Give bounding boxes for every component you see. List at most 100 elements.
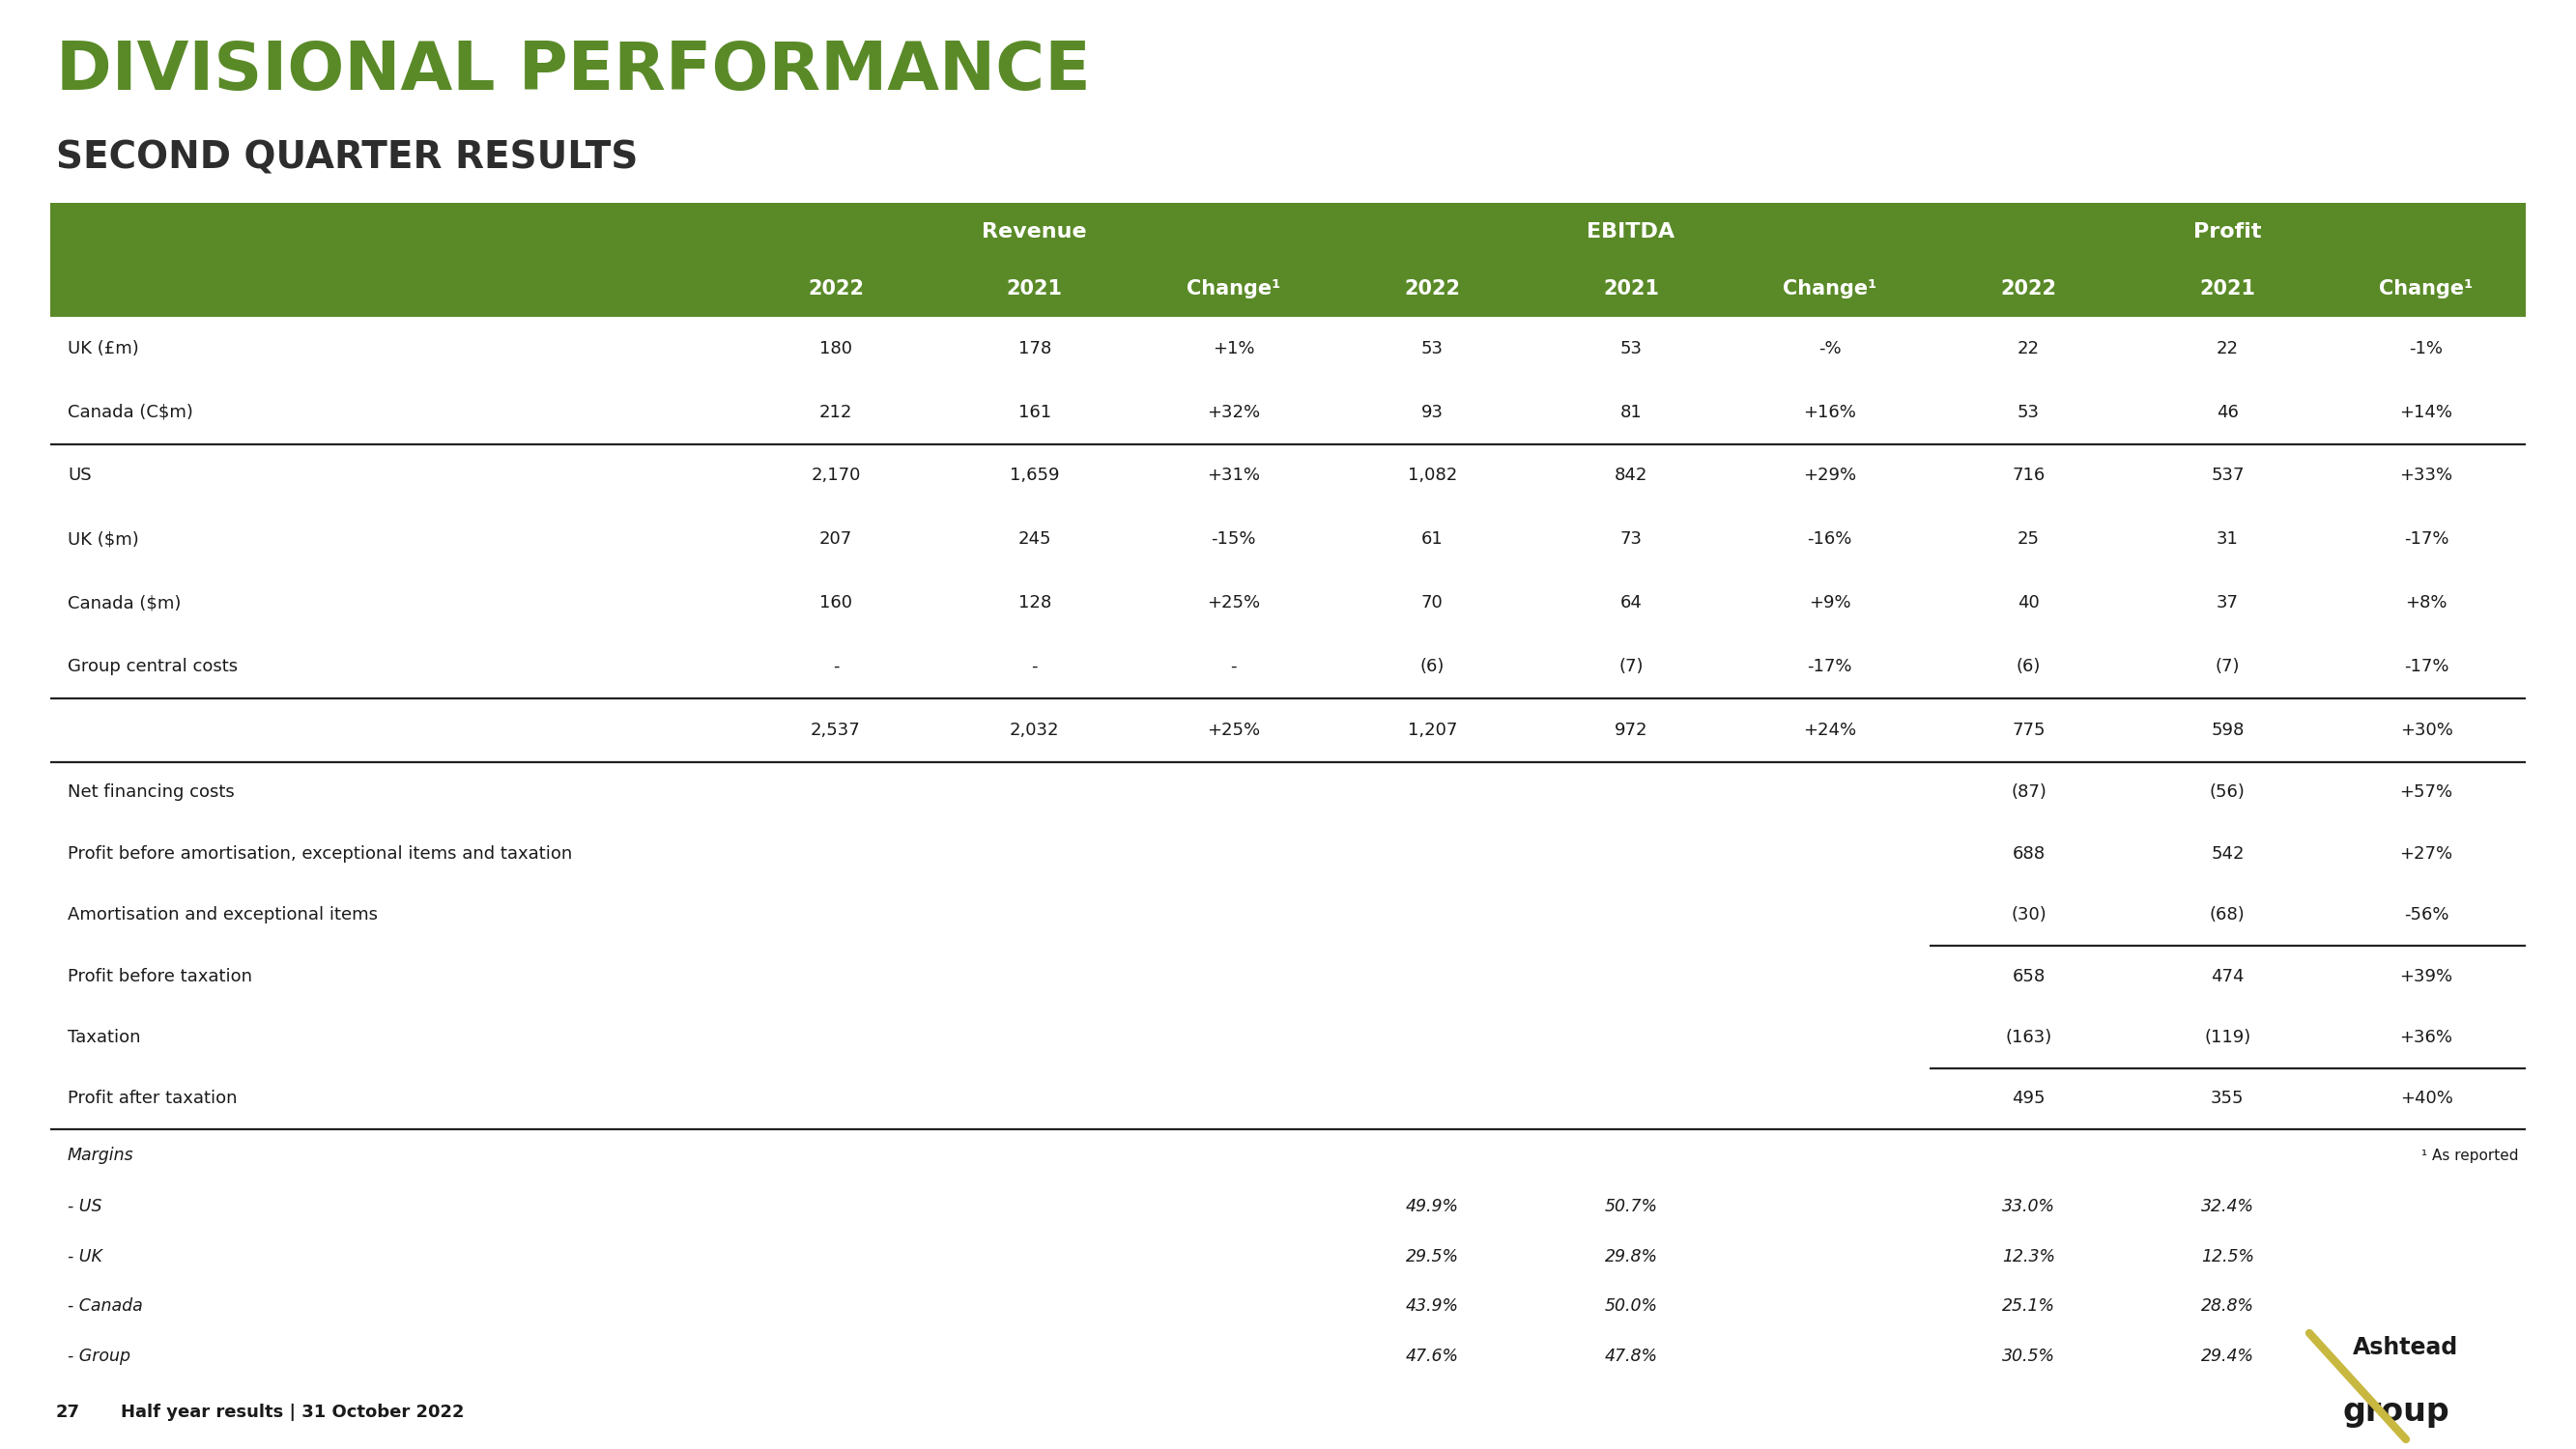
Text: 2022: 2022 [1404,280,1461,298]
Text: +39%: +39% [2401,968,2452,985]
Text: 542: 542 [2210,845,2244,862]
Text: +31%: +31% [1206,467,1260,484]
Text: -1%: -1% [2409,341,2442,358]
Text: 25.1%: 25.1% [2002,1298,2056,1316]
Text: 972: 972 [1615,722,1649,739]
Text: Half year results | 31 October 2022: Half year results | 31 October 2022 [121,1404,464,1421]
Text: 37: 37 [2215,594,2239,611]
Text: 495: 495 [2012,1090,2045,1107]
Text: 29.4%: 29.4% [2200,1348,2254,1365]
Text: 64: 64 [1620,594,1641,611]
Bar [52,203,2524,317]
Text: -15%: -15% [1211,530,1257,548]
Text: +29%: +29% [1803,467,1857,484]
Text: 28.8%: 28.8% [2200,1298,2254,1316]
Text: 716: 716 [2012,467,2045,484]
Text: 81: 81 [1620,403,1641,420]
Text: (56): (56) [2210,784,2246,801]
Text: 50.7%: 50.7% [1605,1198,1656,1216]
Text: (163): (163) [2004,1029,2053,1046]
Text: 33.0%: 33.0% [2002,1198,2056,1216]
Text: -16%: -16% [1808,530,1852,548]
Text: (68): (68) [2210,906,2246,923]
Text: +14%: +14% [2401,403,2452,420]
Text: +40%: +40% [2401,1090,2452,1107]
Text: - Group: - Group [67,1348,131,1365]
Text: (6): (6) [2017,658,2040,675]
Text: -17%: -17% [1808,658,1852,675]
Text: 245: 245 [1018,530,1051,548]
Text: 27: 27 [57,1404,80,1421]
Text: 2,170: 2,170 [811,467,860,484]
Text: 128: 128 [1018,594,1051,611]
Text: 2021: 2021 [1007,280,1061,298]
Text: 31: 31 [2215,530,2239,548]
Text: 2022: 2022 [2002,280,2056,298]
Text: 160: 160 [819,594,853,611]
Text: 29.8%: 29.8% [1605,1248,1656,1265]
Text: 40: 40 [2017,594,2040,611]
Text: 32.4%: 32.4% [2200,1198,2254,1216]
Text: +32%: +32% [1206,403,1260,420]
Text: group: group [2344,1397,2450,1429]
Text: 47.8%: 47.8% [1605,1348,1656,1365]
Text: Profit before taxation: Profit before taxation [67,968,252,985]
Text: 658: 658 [2012,968,2045,985]
Text: 2022: 2022 [809,280,863,298]
Text: +25%: +25% [1206,594,1260,611]
Text: 688: 688 [2012,845,2045,862]
Text: 1,207: 1,207 [1406,722,1458,739]
Text: Group central costs: Group central costs [67,658,237,675]
Text: +1%: +1% [1213,341,1255,358]
Text: (87): (87) [2012,784,2045,801]
Text: 161: 161 [1018,403,1051,420]
Text: DIVISIONAL PERFORMANCE: DIVISIONAL PERFORMANCE [57,39,1090,103]
Text: EBITDA: EBITDA [1587,222,1674,242]
Text: 22: 22 [2017,341,2040,358]
Text: 73: 73 [1620,530,1641,548]
Text: (30): (30) [2012,906,2045,923]
Text: Change¹: Change¹ [1783,280,1878,298]
Text: 212: 212 [819,403,853,420]
Text: 93: 93 [1422,403,1443,420]
Text: 178: 178 [1018,341,1051,358]
Text: 29.5%: 29.5% [1406,1248,1458,1265]
Text: (7): (7) [1618,658,1643,675]
Text: 2021: 2021 [2200,280,2257,298]
Text: Taxation: Taxation [67,1029,142,1046]
Text: 598: 598 [2210,722,2244,739]
Text: 1,659: 1,659 [1010,467,1059,484]
Text: 775: 775 [2012,722,2045,739]
Text: Canada ($m): Canada ($m) [67,594,180,611]
Text: -: - [1030,658,1038,675]
Text: 2,537: 2,537 [811,722,860,739]
Text: 2021: 2021 [1602,280,1659,298]
Text: Ashtead: Ashtead [2352,1336,2458,1359]
Text: Profit after taxation: Profit after taxation [67,1090,237,1107]
Text: +36%: +36% [2401,1029,2452,1046]
Text: +27%: +27% [2401,845,2452,862]
Text: -17%: -17% [2403,530,2450,548]
Text: 70: 70 [1422,594,1443,611]
Text: Margins: Margins [67,1146,134,1164]
Text: (6): (6) [1419,658,1445,675]
Text: 53: 53 [2017,403,2040,420]
Text: 22: 22 [2215,341,2239,358]
Text: 842: 842 [1615,467,1649,484]
Text: UK (£m): UK (£m) [67,341,139,358]
Text: Change¹: Change¹ [1188,280,1280,298]
Text: UK ($m): UK ($m) [67,530,139,548]
Text: Net financing costs: Net financing costs [67,784,234,801]
Text: +16%: +16% [1803,403,1857,420]
Text: Revenue: Revenue [981,222,1087,242]
Text: -: - [832,658,840,675]
Text: 30.5%: 30.5% [2002,1348,2056,1365]
Text: -56%: -56% [2403,906,2450,923]
Text: +25%: +25% [1206,722,1260,739]
Text: +8%: +8% [2406,594,2447,611]
Text: 2,032: 2,032 [1010,722,1059,739]
Text: 49.9%: 49.9% [1406,1198,1458,1216]
Text: 1,082: 1,082 [1406,467,1458,484]
Text: - Canada: - Canada [67,1298,142,1316]
Text: (119): (119) [2205,1029,2251,1046]
